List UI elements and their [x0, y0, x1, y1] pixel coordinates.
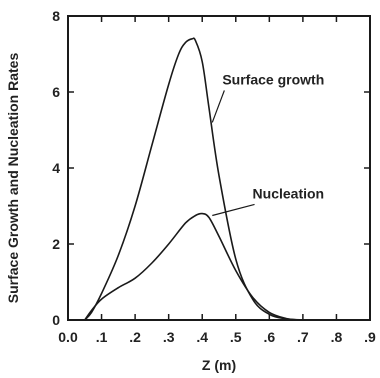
x-tick-label: .2	[129, 329, 141, 345]
annotation-label: Surface growth	[222, 71, 324, 87]
y-axis-label: Surface Growth and Nucleation Rates	[5, 53, 21, 304]
x-tick-label: .9	[364, 329, 376, 345]
y-tick-label: 0	[52, 312, 60, 328]
annotations: Surface growth Nucleation	[211, 71, 325, 217]
x-axis-label: Z (m)	[202, 357, 236, 373]
x-tick-label: .7	[297, 329, 309, 345]
x-tick-label: .6	[263, 329, 275, 345]
annotation-leader-line	[212, 203, 255, 217]
y-tick-label: 2	[52, 236, 60, 252]
x-tick-label: .3	[163, 329, 175, 345]
plot-frame	[67, 15, 371, 321]
y-tick-label: 8	[52, 8, 60, 24]
series-line-nucleation	[84, 212, 300, 321]
x-tick-label: .5	[230, 329, 242, 345]
x-tick-label: .4	[196, 329, 208, 345]
series-layer	[84, 37, 303, 321]
y-tick-label: 4	[52, 160, 60, 176]
x-tick-label: .8	[331, 329, 343, 345]
x-tick-label: .1	[96, 329, 108, 345]
annotation-label: Nucleation	[253, 185, 325, 201]
plot-frame-group	[67, 15, 371, 321]
annotation-leader-line	[211, 90, 225, 123]
x-tick-label: 0.0	[58, 329, 78, 345]
y-tick-label: 6	[52, 84, 60, 100]
x-axis: 0.0 .1 .2 .3 .4 .5 .6 .7 .8 .9	[58, 16, 376, 345]
y-axis: 0 2 4 6 8	[52, 8, 370, 328]
series-line-surface-growth	[84, 37, 303, 321]
